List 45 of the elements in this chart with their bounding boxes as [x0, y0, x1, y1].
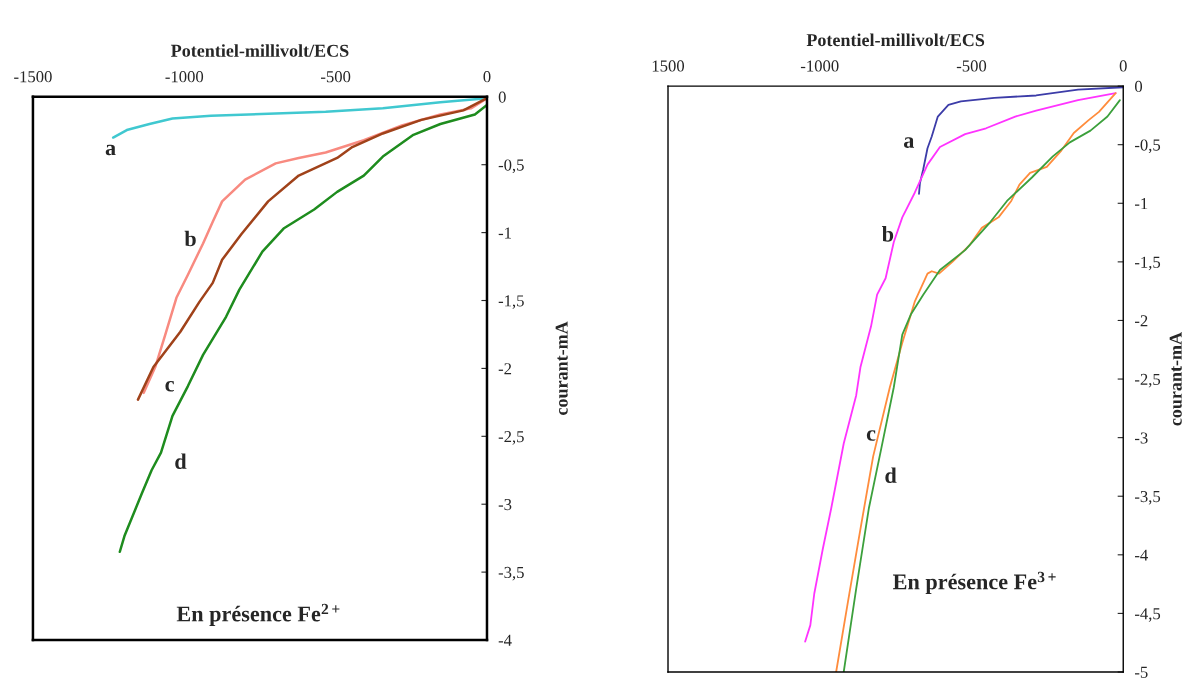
y-tick-label: -2,5	[1134, 373, 1161, 388]
y-tick-label: -3	[1134, 432, 1148, 444]
x-axis-title: Potentiel-millivolt/ECS	[806, 33, 985, 47]
y-axis-title: courant-mA	[1169, 332, 1182, 426]
y-tick-label: -5	[1134, 666, 1148, 678]
y-tick-label: -1,5	[498, 295, 524, 309]
y-tick-label: -1,5	[1134, 256, 1161, 271]
x-tick-label: 1500	[652, 60, 685, 72]
y-tick-label: -3,5	[498, 566, 524, 581]
line-series	[118, 103, 487, 553]
y-tick-label: -3	[498, 498, 512, 511]
y-tick-label: -0,5	[498, 159, 524, 174]
x-tick-label: -1000	[800, 60, 839, 72]
annotation: b	[881, 226, 894, 242]
annotation: En présence Fe$^{3+}$	[893, 571, 1056, 594]
annotation: b	[184, 230, 196, 247]
y-tick-label: -1	[498, 227, 511, 239]
x-tick-label: 0	[1119, 60, 1127, 72]
x-tick-label: -500	[320, 71, 351, 83]
y-tick-label: 0	[498, 91, 506, 103]
x-tick-label: -1000	[165, 71, 204, 83]
y-tick-label: -2,5	[498, 431, 524, 445]
x-tick-label: 0	[483, 71, 491, 83]
annotation: c	[866, 430, 876, 441]
annotation: d	[885, 467, 897, 484]
y-tick-label: -3,5	[1134, 490, 1161, 505]
annotation: a	[903, 137, 915, 148]
annotation: c	[165, 380, 174, 392]
x-tick-label: -1500	[14, 71, 52, 83]
y-tick-label: -0,5	[1134, 139, 1161, 154]
y-tick-label: -4	[1134, 549, 1148, 561]
y-tick-label: -2	[1134, 315, 1148, 327]
y-axis-title: courant-mA	[555, 321, 568, 415]
y-tick-label: -1	[1134, 198, 1148, 210]
y-tick-label: -4,5	[1134, 608, 1161, 622]
line-series	[111, 96, 487, 139]
x-tick-label: -500	[956, 60, 987, 72]
x-axis-title: Potentiel-millivolt/ECS	[171, 44, 349, 57]
line-series	[918, 86, 1124, 195]
y-tick-label: 0	[1134, 80, 1143, 93]
annotation: d	[175, 453, 187, 470]
annotation: a	[105, 144, 116, 156]
annotation: En présence Fe$^{2+}$	[176, 603, 340, 626]
y-tick-label: -4	[498, 634, 512, 646]
y-tick-label: -2	[498, 363, 512, 375]
